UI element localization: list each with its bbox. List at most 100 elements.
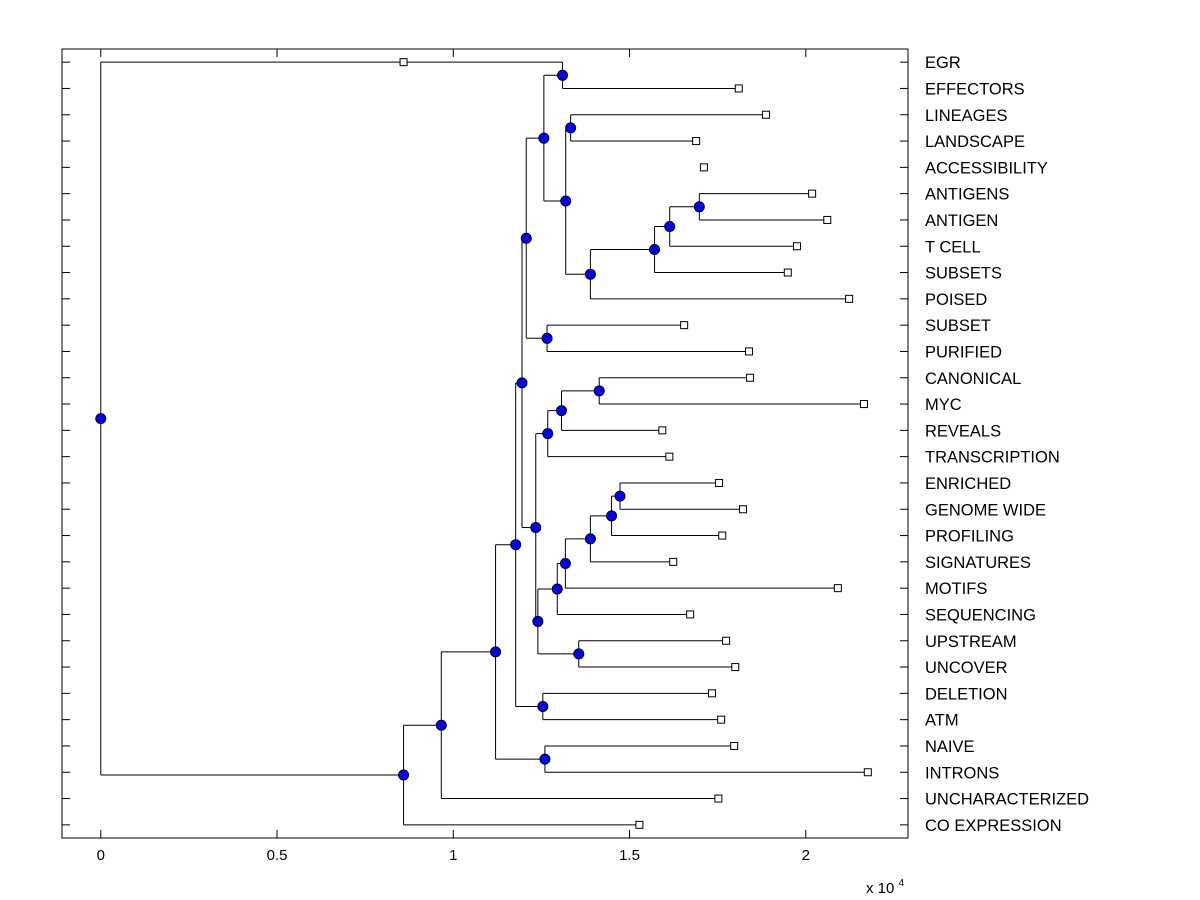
- leaf-label: CANONICAL: [925, 370, 1021, 388]
- leaf-label: UPSTREAM: [925, 633, 1017, 651]
- leaf-marker: [863, 768, 872, 777]
- leaf-label: ANTIGENS: [925, 186, 1009, 204]
- merge-node-marker: [614, 490, 626, 502]
- leaf-label: ACCESSIBILITY: [925, 159, 1048, 177]
- merge-node-marker: [559, 557, 571, 569]
- merge-node-marker: [664, 221, 676, 233]
- leaf-marker: [808, 189, 817, 198]
- leaf-marker: [686, 610, 695, 619]
- leaf-marker: [715, 478, 724, 487]
- merge-node-marker: [435, 719, 447, 731]
- x-tick-label: 0: [97, 847, 105, 864]
- leaf-marker: [783, 268, 792, 277]
- plot-frame: [61, 48, 909, 839]
- leaf-label: POISED: [925, 291, 987, 309]
- leaf-marker: [833, 584, 842, 593]
- leaf-marker: [722, 636, 731, 645]
- merge-node-marker: [555, 405, 567, 417]
- leaf-marker: [731, 663, 740, 672]
- merge-node-marker: [584, 268, 596, 280]
- leaf-marker: [635, 820, 644, 829]
- leaf-label: NAIVE: [925, 738, 975, 756]
- leaf-marker: [739, 505, 748, 514]
- leaf-label: TRANSCRIPTION: [925, 449, 1060, 467]
- leaf-label: EGR: [925, 54, 961, 72]
- leaf-marker: [859, 400, 868, 409]
- merge-node-marker: [557, 69, 569, 81]
- leaf-label: MOTIFS: [925, 580, 987, 598]
- merge-node-marker: [520, 232, 532, 244]
- leaf-marker: [669, 557, 678, 566]
- leaf-label: LINEAGES: [925, 107, 1008, 125]
- leaf-label: CO EXPRESSION: [925, 817, 1062, 835]
- x-tick-label: 2: [802, 847, 810, 864]
- merge-node-marker: [530, 522, 542, 534]
- merge-node-marker: [398, 769, 410, 781]
- leaf-label: SUBSETS: [925, 265, 1002, 283]
- merge-node-marker: [560, 195, 572, 207]
- leaf-label: SIGNATURES: [925, 554, 1031, 572]
- leaf-label: EFFECTORS: [925, 80, 1025, 98]
- leaf-marker: [845, 294, 854, 303]
- x-axis: 0 0.5 1 1.5 2: [97, 49, 810, 864]
- merge-node-marker: [573, 648, 585, 660]
- merge-node-marker: [593, 385, 605, 397]
- merge-node-marker: [490, 646, 502, 658]
- leaf-labels: EGR EFFECTORS LINEAGES LANDSCAPE ACCESSIBILI…: [925, 54, 1089, 835]
- leaf-marker: [823, 215, 832, 224]
- x-exponent-label: x 10 4: [866, 878, 905, 897]
- merge-node-marker: [565, 122, 577, 134]
- leaf-marker: [692, 137, 701, 146]
- merge-node-marker: [538, 132, 550, 144]
- merge-node-marker: [537, 701, 549, 712]
- merge-node-marker: [584, 533, 596, 545]
- leaf-label: MYC: [925, 396, 962, 414]
- leaf-label: REVEALS: [925, 422, 1001, 440]
- leaf-label: T CELL: [925, 238, 981, 256]
- merge-node-marker: [510, 539, 522, 551]
- leaf-label: SUBSET: [925, 317, 991, 335]
- leaf-marker: [699, 163, 708, 172]
- x-exponent-power: 4: [899, 878, 905, 889]
- leaf-label: ATM: [925, 712, 959, 730]
- merge-node-marker: [516, 377, 528, 389]
- leaf-label: INTRONS: [925, 764, 999, 782]
- merge-node-marker: [649, 244, 661, 256]
- leaf-label: UNCHARACTERIZED: [925, 791, 1089, 809]
- leaf-marker: [665, 452, 674, 461]
- leaf-label: PROFILING: [925, 528, 1014, 546]
- merge-node-marker: [693, 201, 705, 213]
- leaf-label: DELETION: [925, 685, 1008, 703]
- leaf-marker: [730, 741, 739, 750]
- merge-node-marker: [95, 413, 107, 425]
- leaf-label: UNCOVER: [925, 659, 1008, 677]
- leaf-marker: [746, 373, 755, 382]
- leaf-marker: [717, 715, 726, 724]
- leaf-marker: [734, 84, 743, 93]
- y-tick-marks: [62, 61, 908, 826]
- x-tick-label: 0.5: [267, 847, 288, 864]
- merge-node-marker: [606, 510, 618, 522]
- leaf-label: ENRICHED: [925, 475, 1011, 493]
- leaf-marker: [708, 689, 717, 698]
- x-exponent-base: x 10: [866, 880, 894, 897]
- leaf-label: ANTIGEN: [925, 212, 998, 230]
- leaf-marker: [658, 426, 667, 435]
- leaf-marker: [792, 242, 801, 251]
- leaf-marker: [745, 347, 754, 356]
- merge-node-marker: [532, 615, 544, 627]
- leaf-marker: [680, 321, 689, 330]
- merge-node-marker: [551, 583, 563, 595]
- x-tick-label: 1.5: [619, 847, 640, 864]
- leaf-label: GENOME WIDE: [925, 501, 1046, 519]
- dendrogram-links: [100, 61, 868, 826]
- merge-node-marker: [539, 753, 551, 765]
- leaf-marker: [718, 531, 727, 540]
- leaf-label: PURIFIED: [925, 343, 1002, 361]
- x-tick-label: 1: [449, 847, 457, 864]
- leaf-label: LANDSCAPE: [925, 133, 1025, 151]
- merge-node-marker: [542, 428, 554, 440]
- leaf-marker: [399, 58, 408, 67]
- dendrogram-markers: [95, 58, 872, 829]
